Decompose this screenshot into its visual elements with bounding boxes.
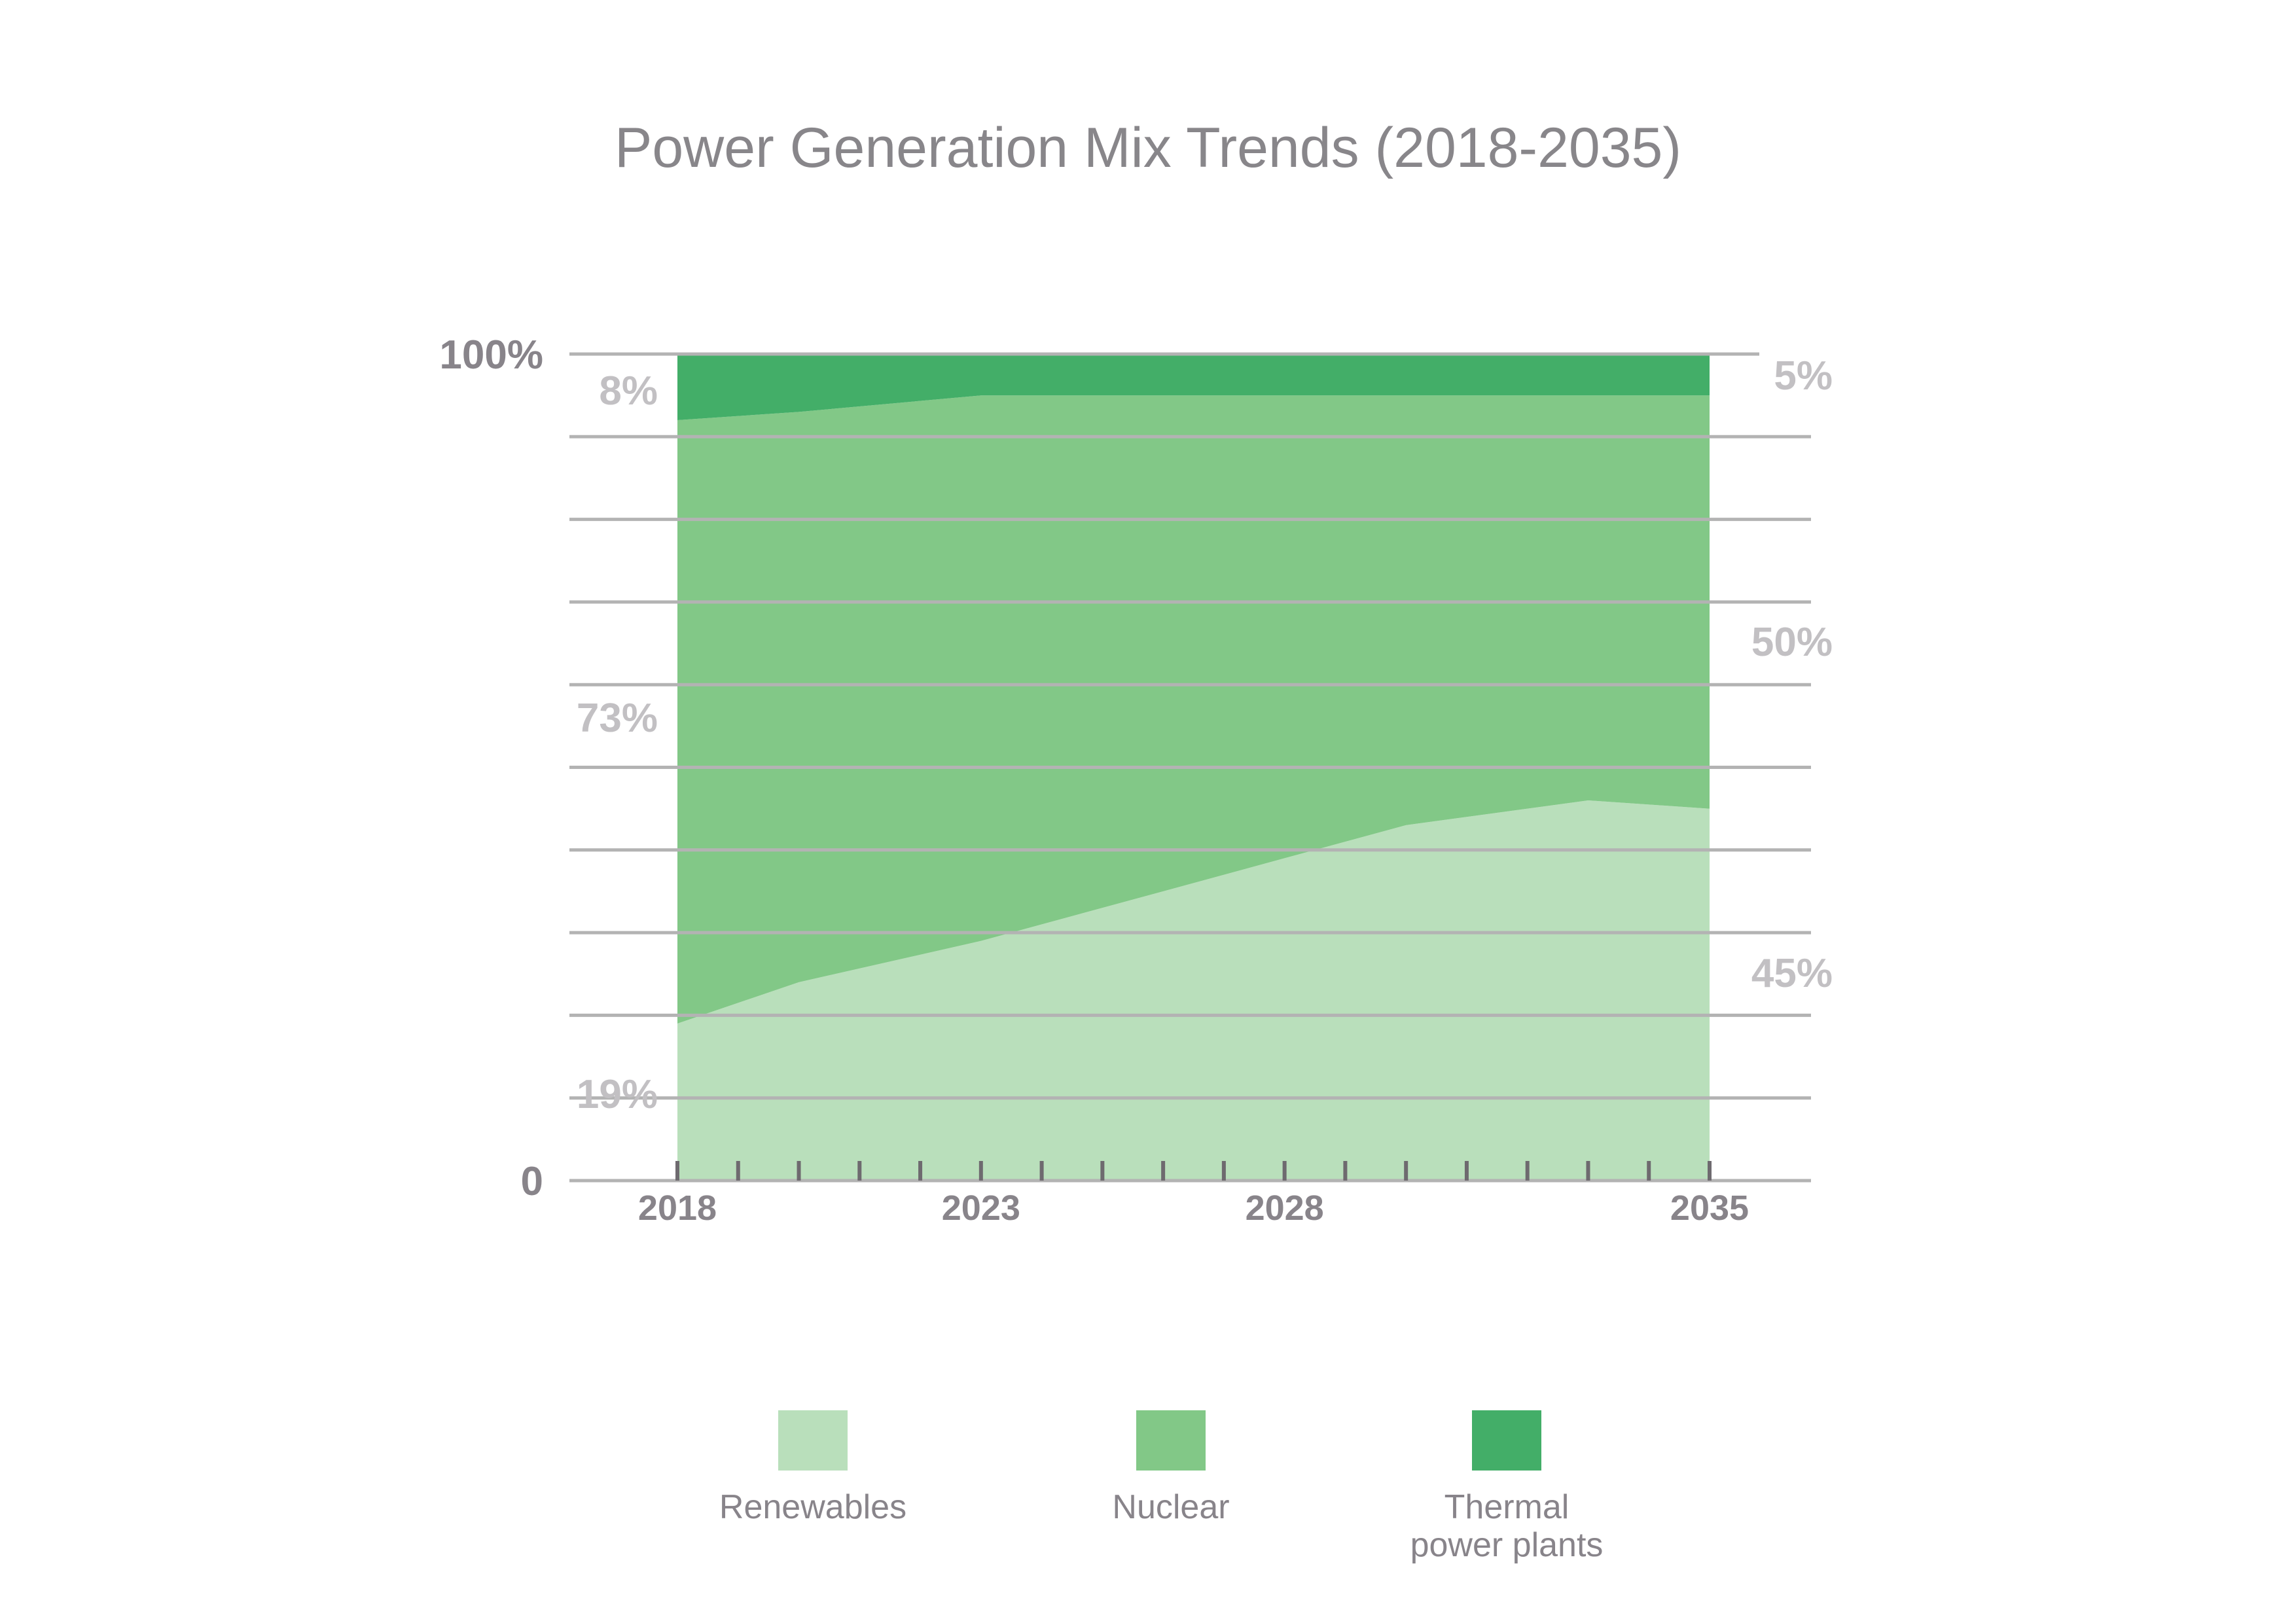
- legend-label: Thermal: [1444, 1488, 1570, 1526]
- x-tick-label: 2018: [638, 1188, 717, 1228]
- label-renewables-start: 19%: [577, 1072, 658, 1117]
- area-renewables: [677, 800, 1710, 1181]
- legend-swatch: [1136, 1410, 1206, 1471]
- x-axis: 2018 2023 2028 2035: [569, 1161, 1811, 1228]
- legend-label: Nuclear: [1112, 1488, 1229, 1526]
- x-tick-label: 2023: [942, 1188, 1020, 1228]
- area-layer: [677, 354, 1710, 1181]
- x-tick-label: 2035: [1670, 1188, 1749, 1228]
- area-thermal-power-plants: [677, 354, 1710, 420]
- label-nuclear-end: 50%: [1751, 620, 1833, 665]
- label-thermal-end: 5%: [1774, 353, 1833, 399]
- gridlines: [569, 352, 1811, 1100]
- area-nuclear: [677, 395, 1710, 1024]
- legend-label: Renewables: [719, 1488, 906, 1526]
- legend-swatch: [1472, 1410, 1541, 1471]
- y-tick-label: 0: [521, 1159, 543, 1204]
- y-axis: 0 100%: [439, 332, 543, 1204]
- chart-title: Power Generation Mix Trends (2018-2035): [615, 116, 1681, 179]
- legend-label: power plants: [1410, 1526, 1604, 1564]
- legend-swatch: [778, 1410, 848, 1471]
- label-nuclear-start: 73%: [577, 696, 658, 741]
- label-renewables-end: 45%: [1751, 951, 1833, 996]
- y-tick-label: 100%: [439, 332, 543, 378]
- x-tick-label: 2028: [1246, 1188, 1324, 1228]
- label-thermal-start: 8%: [599, 368, 658, 414]
